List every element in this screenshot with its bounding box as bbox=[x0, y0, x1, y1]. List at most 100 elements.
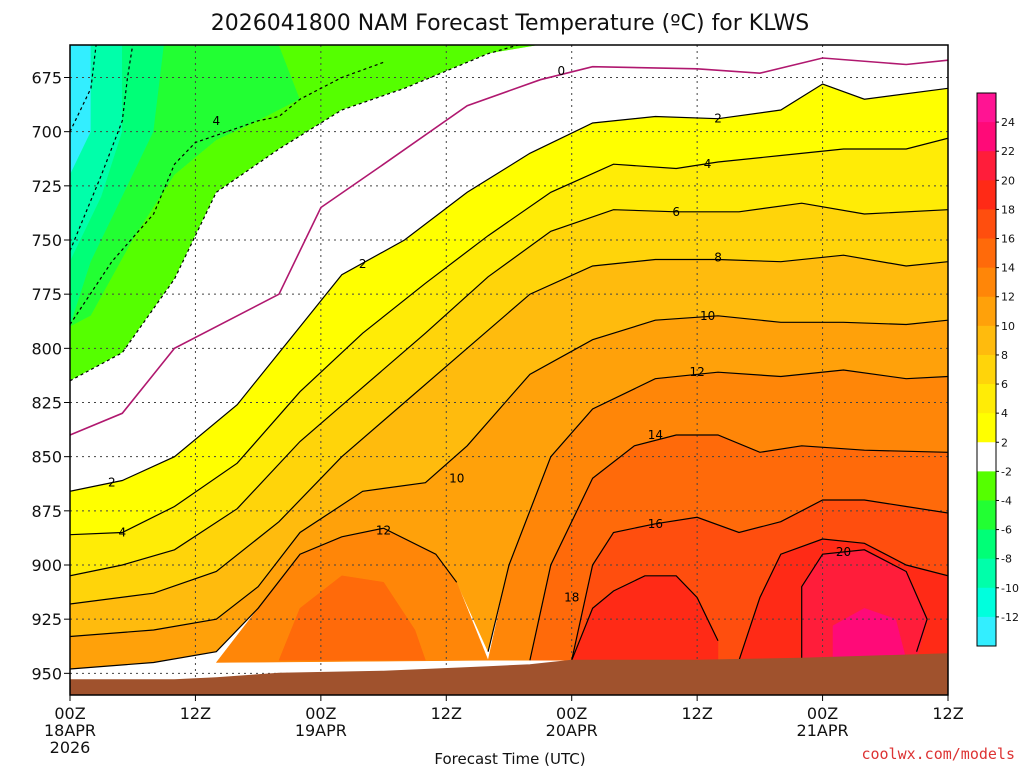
colorbar-frame bbox=[976, 92, 997, 647]
x-tick-label: 12Z bbox=[681, 704, 712, 723]
contour-line-4 bbox=[70, 137, 948, 536]
colorbar-segment bbox=[977, 151, 996, 181]
contour-line-6 bbox=[70, 202, 948, 577]
colorbar-label: 6 bbox=[1001, 378, 1008, 391]
colorbar-label: 4 bbox=[1001, 407, 1008, 420]
contour-line-0 bbox=[70, 57, 948, 436]
colorbar-segment bbox=[977, 616, 996, 647]
contour-label: 2 bbox=[108, 476, 116, 490]
contour-label: 4 bbox=[213, 114, 221, 128]
contour-label: 10 bbox=[700, 309, 715, 323]
colorbar-label: 12 bbox=[1001, 291, 1015, 304]
contour-line-12 bbox=[70, 527, 458, 670]
contour-line-2 bbox=[70, 83, 948, 492]
x-tick-label: 00Z bbox=[54, 704, 85, 723]
contour-label: 20 bbox=[836, 545, 851, 559]
contour-label: 0 bbox=[557, 64, 565, 78]
x-tick-year: 2026 bbox=[50, 738, 91, 757]
y-tick-label: 750 bbox=[31, 231, 62, 250]
colorbar: 24 22 20 18 16 14 12 10 8 6 4 2 -2 -4 -6 -8 -10 -12 bbox=[976, 92, 1019, 647]
colorbar-segment bbox=[977, 209, 996, 240]
temperature-band-14b bbox=[278, 575, 426, 661]
x-tick-label: 12Z bbox=[431, 704, 462, 723]
x-tick-label: 00Z bbox=[305, 704, 336, 723]
chart-title: 2026041800 NAM Forecast Temperature (ºC)… bbox=[211, 11, 809, 36]
colorbar-label: 22 bbox=[1001, 145, 1015, 158]
colorbar-segment bbox=[977, 587, 996, 618]
y-tick-label: 950 bbox=[31, 664, 62, 683]
colorbar-label: 2 bbox=[1001, 436, 1008, 449]
contour-line--8 bbox=[70, 45, 97, 132]
y-tick-label: 925 bbox=[31, 610, 62, 629]
colorbar-segment bbox=[977, 471, 996, 501]
x-tick-date: 21APR bbox=[797, 721, 849, 740]
y-tick-label: 800 bbox=[31, 339, 62, 358]
colorbar-label: -8 bbox=[1001, 553, 1012, 566]
colorbar-segment bbox=[977, 93, 996, 123]
y-tick-label: 825 bbox=[31, 394, 62, 413]
y-tick-label: 875 bbox=[31, 502, 62, 521]
colorbar-segment bbox=[977, 122, 996, 152]
contour-label: 4 bbox=[704, 157, 712, 171]
colorbar-segment bbox=[977, 325, 996, 356]
x-tick-date: 18APR bbox=[44, 721, 96, 740]
colorbar-segment bbox=[977, 296, 996, 327]
x-tick-label: 12Z bbox=[180, 704, 211, 723]
contour-line--6 bbox=[70, 45, 134, 252]
colorbar-label: -12 bbox=[1001, 611, 1019, 624]
colorbar-segment bbox=[977, 529, 996, 560]
contour-label: 10 bbox=[449, 471, 464, 485]
y-tick-label: 850 bbox=[31, 448, 62, 467]
colorbar-segment bbox=[977, 238, 996, 269]
x-tick-date: 19APR bbox=[295, 721, 347, 740]
colorbar-segment bbox=[977, 384, 996, 414]
y-tick-label: 675 bbox=[31, 69, 62, 88]
colorbar-label: -6 bbox=[1001, 524, 1012, 537]
y-tick-label: 700 bbox=[31, 123, 62, 142]
x-tick-label: 00Z bbox=[807, 704, 838, 723]
y-tick-label: 900 bbox=[31, 556, 62, 575]
plot-frame bbox=[69, 44, 949, 696]
contour-line-20 bbox=[801, 549, 928, 661]
contour-label: 12 bbox=[376, 523, 391, 537]
colorbar-label: 14 bbox=[1001, 262, 1015, 275]
colorbar-segment bbox=[977, 267, 996, 298]
contour-line-8 bbox=[70, 254, 948, 605]
x-tick-label: 00Z bbox=[556, 704, 587, 723]
contour-label: 2 bbox=[359, 257, 367, 271]
colorbar-label: -2 bbox=[1001, 465, 1012, 478]
colorbar-label: 10 bbox=[1001, 320, 1015, 333]
contour-label: 8 bbox=[714, 250, 722, 264]
credit-link[interactable]: coolwx.com/models bbox=[861, 745, 1015, 763]
contour-label: 2 bbox=[714, 112, 722, 126]
colorbar-label: 20 bbox=[1001, 174, 1015, 187]
colorbar-segment bbox=[977, 180, 996, 210]
x-tick-date: 20APR bbox=[546, 721, 598, 740]
contour-label: 16 bbox=[648, 517, 663, 531]
plot-area: 0 2 4 6 8 10 12 14 16 20 18 12 10 2 4 2 4 bbox=[69, 44, 949, 696]
colorbar-label: 18 bbox=[1001, 203, 1015, 216]
colorbar-segment bbox=[977, 500, 996, 531]
x-tick-label: 12Z bbox=[932, 704, 963, 723]
contour-label: 6 bbox=[672, 205, 680, 219]
axes: 67570072575077580082585087590092595000Z1… bbox=[31, 69, 963, 758]
colorbar-label: -4 bbox=[1001, 494, 1012, 507]
terrain-ground bbox=[70, 653, 948, 695]
contour-label: 14 bbox=[648, 428, 663, 442]
contour-line-14 bbox=[529, 434, 948, 661]
contour-line-18 bbox=[571, 575, 719, 661]
contour-line-12 bbox=[487, 369, 948, 652]
colorbar-label: 16 bbox=[1001, 233, 1015, 246]
y-tick-label: 775 bbox=[31, 285, 62, 304]
contour-label: 12 bbox=[690, 365, 705, 379]
x-axis-label: Forecast Time (UTC) bbox=[434, 750, 585, 768]
contour-line-18 bbox=[738, 538, 948, 661]
colorbar-label: -10 bbox=[1001, 582, 1019, 595]
colorbar-segment bbox=[977, 558, 996, 589]
y-tick-label: 725 bbox=[31, 177, 62, 196]
colorbar-label: 8 bbox=[1001, 349, 1008, 362]
contour-label: 18 bbox=[564, 591, 579, 605]
plot-content: 0 2 4 6 8 10 12 14 16 20 18 12 10 2 4 2 4 bbox=[70, 45, 948, 695]
contour-line--2 bbox=[70, 45, 521, 382]
